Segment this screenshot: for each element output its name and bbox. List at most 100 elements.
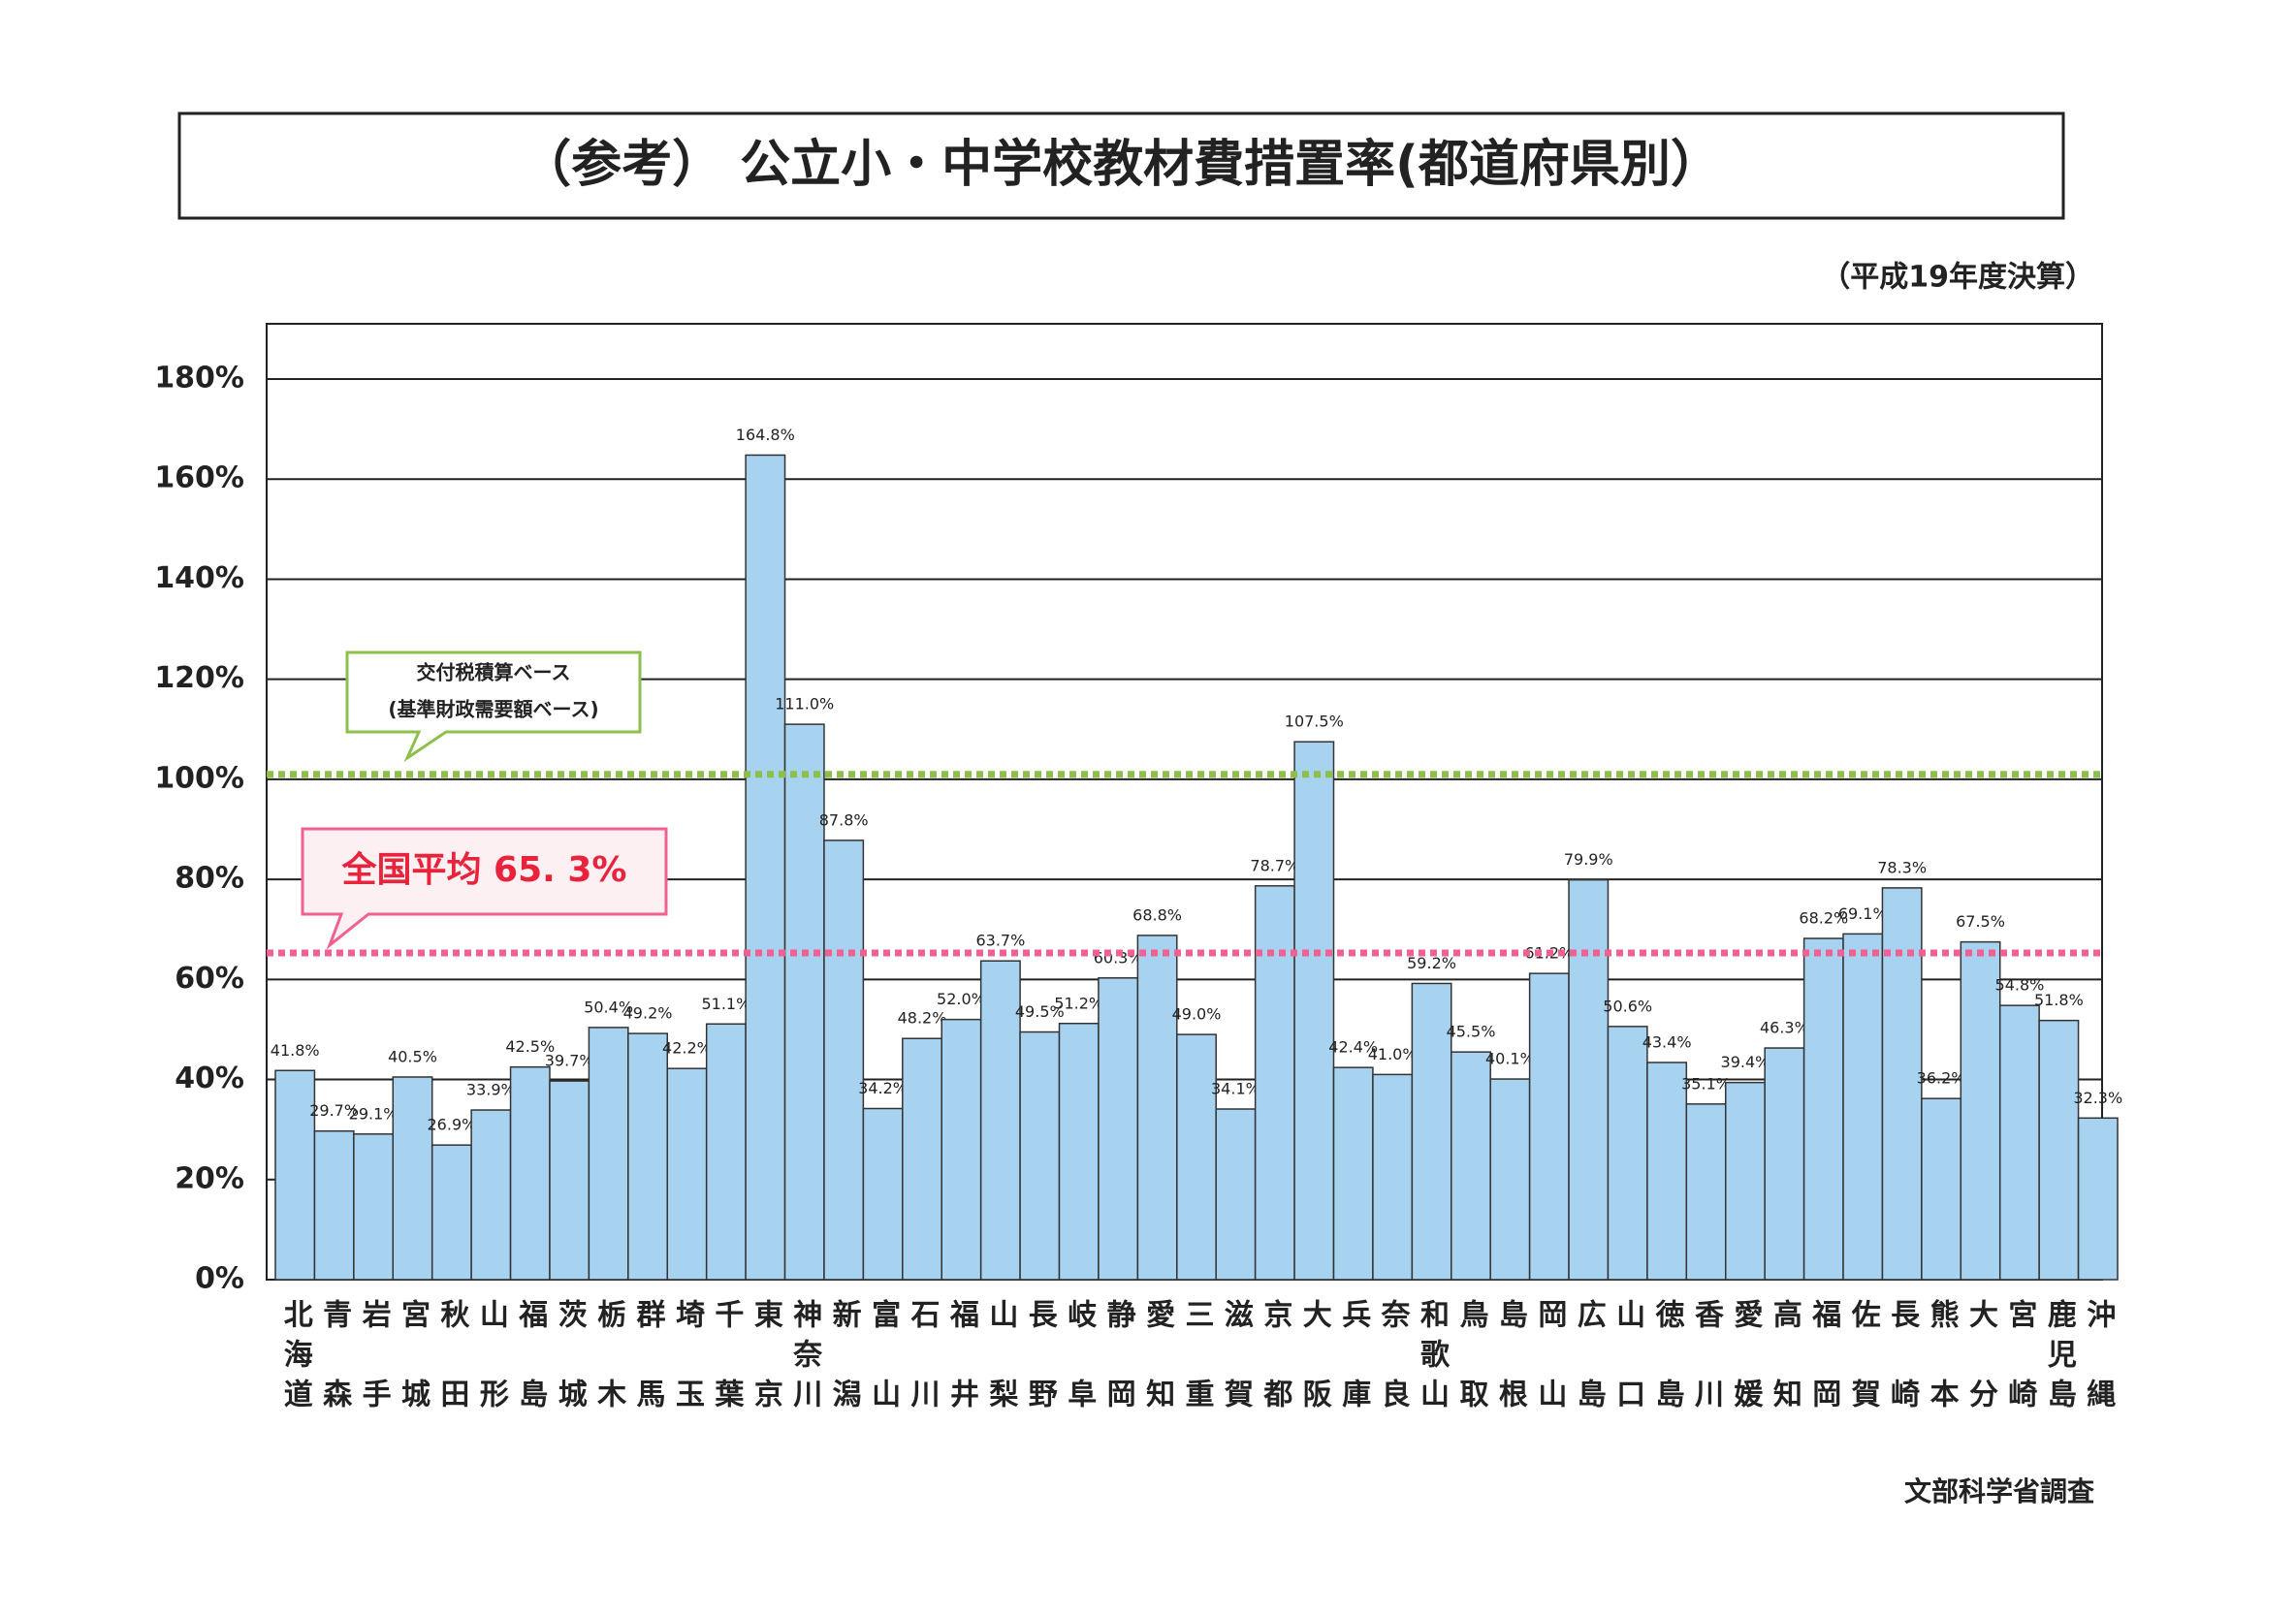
y-tick-label: 80% <box>175 862 244 896</box>
x-tick-label: 佐賀 <box>1846 1299 1882 1458</box>
x-tick-label: 愛媛 <box>1728 1299 1763 1458</box>
bar <box>392 1076 433 1281</box>
value-label: 40.5% <box>388 1047 437 1065</box>
value-label: 29.7% <box>309 1101 359 1120</box>
bar <box>1646 1062 1688 1281</box>
value-label: 49.0% <box>1172 1005 1222 1024</box>
x-tick-label: 沖縄 <box>2081 1299 2116 1458</box>
x-tick-label: 兵庫 <box>1336 1299 1371 1458</box>
bar <box>1685 1103 1727 1281</box>
value-label: 35.1% <box>1681 1074 1731 1093</box>
x-tick-label: 宮崎 <box>2002 1299 2036 1458</box>
value-label: 49.5% <box>1015 1002 1065 1021</box>
value-label: 59.2% <box>1407 954 1456 972</box>
x-tick-label: 群馬 <box>631 1299 666 1458</box>
x-tick-label: 鹿児島 <box>2042 1298 2077 1418</box>
bar <box>979 960 1021 1281</box>
source: 文部科学省調査 <box>1904 1475 2094 1507</box>
bar <box>1451 1051 1491 1281</box>
value-label: 36.2% <box>1917 1069 1966 1088</box>
bar <box>1372 1073 1414 1281</box>
value-label: 41.8% <box>271 1041 320 1060</box>
value-label: 34.1% <box>1211 1080 1260 1098</box>
x-tick-label: 秋田 <box>434 1299 469 1458</box>
x-tick-label: 京都 <box>1258 1298 1293 1458</box>
x-tick-label: 北海道 <box>278 1299 313 1418</box>
bar <box>783 723 825 1281</box>
bar <box>1568 878 1610 1281</box>
bar <box>313 1129 355 1281</box>
value-label: 33.9% <box>466 1081 516 1099</box>
x-tick-label: 茨城 <box>553 1299 588 1458</box>
value-label: 39.4% <box>1721 1053 1770 1071</box>
x-tick-label: 鳥取 <box>1453 1299 1488 1458</box>
bar <box>1215 1108 1257 1281</box>
value-label: 51.8% <box>2034 991 2084 1009</box>
x-tick-label: 静岡 <box>1101 1299 1136 1458</box>
value-label: 107.5% <box>1285 713 1344 731</box>
value-label: 50.4% <box>584 998 633 1016</box>
bar <box>588 1027 629 1281</box>
bar <box>1842 933 1884 1281</box>
x-tick-label: 香川 <box>1689 1299 1724 1458</box>
value-label: 34.2% <box>858 1079 908 1097</box>
x-tick-label: 奈良 <box>1376 1299 1412 1458</box>
bar <box>1998 1004 2040 1281</box>
chart-title: （参考） 公立小・中学校教材費措置率(都道府県別） <box>521 136 1721 194</box>
x-tick-label: 石川 <box>906 1299 941 1458</box>
bar <box>1489 1078 1531 1281</box>
x-tick-label: 青森 <box>317 1299 352 1458</box>
x-tick-label: 三重 <box>1180 1299 1214 1458</box>
x-tick-label: 山梨 <box>983 1299 1018 1458</box>
value-label: 50.6% <box>1603 997 1652 1015</box>
callout-label: 交付税積算ベース <box>417 661 571 684</box>
value-label: 42.2% <box>662 1039 712 1058</box>
value-label: 42.4% <box>1328 1038 1378 1057</box>
x-tick-label: 埼玉 <box>670 1299 705 1458</box>
value-label: 42.5% <box>505 1037 555 1056</box>
bar <box>274 1069 316 1281</box>
x-tick-label: 富山 <box>866 1298 900 1458</box>
value-label: 41.0% <box>1368 1045 1418 1063</box>
x-tick-label: 福島 <box>513 1299 549 1458</box>
value-label: 48.2% <box>898 1009 947 1028</box>
bar <box>862 1107 904 1281</box>
callout-label: (基準財政需要額ベース) <box>388 698 598 721</box>
bar <box>902 1037 942 1281</box>
bar <box>470 1109 512 1281</box>
x-tick-label: 岩手 <box>357 1299 392 1458</box>
bar <box>1019 1030 1061 1281</box>
value-label: 40.1% <box>1485 1050 1535 1068</box>
y-tick-label: 0% <box>195 1262 244 1296</box>
bar <box>627 1032 669 1281</box>
value-label: 69.1% <box>1838 904 1888 923</box>
x-tick-label: 島根 <box>1493 1299 1528 1458</box>
x-tick-label: 高知 <box>1768 1299 1802 1458</box>
value-label: 39.7% <box>545 1052 594 1070</box>
value-label: 68.8% <box>1132 905 1182 924</box>
bar <box>353 1133 395 1281</box>
bar <box>1098 977 1139 1281</box>
bar <box>2077 1117 2119 1281</box>
value-label: 45.5% <box>1447 1023 1496 1041</box>
value-label: 46.3% <box>1760 1019 1809 1037</box>
value-label: 32.3% <box>2073 1089 2122 1107</box>
bar <box>1921 1097 1962 1281</box>
value-label: 29.1% <box>349 1104 399 1123</box>
x-tick-label: 山形 <box>474 1299 509 1458</box>
y-tick-label: 140% <box>154 561 244 595</box>
x-tick-label: 和歌山 <box>1415 1299 1450 1418</box>
value-label: 43.4% <box>1642 1033 1692 1052</box>
title-box <box>177 111 2065 220</box>
value-label: 52.0% <box>937 990 986 1008</box>
value-label: 51.2% <box>1054 994 1103 1012</box>
y-tick-label: 20% <box>175 1161 244 1195</box>
bar <box>1136 935 1178 1281</box>
x-tick-label: 宮城 <box>396 1299 430 1458</box>
bar <box>1764 1047 1805 1281</box>
value-label: 51.1% <box>701 995 750 1013</box>
bar <box>745 454 786 1281</box>
bar <box>1254 885 1295 1281</box>
bar <box>1802 937 1844 1281</box>
